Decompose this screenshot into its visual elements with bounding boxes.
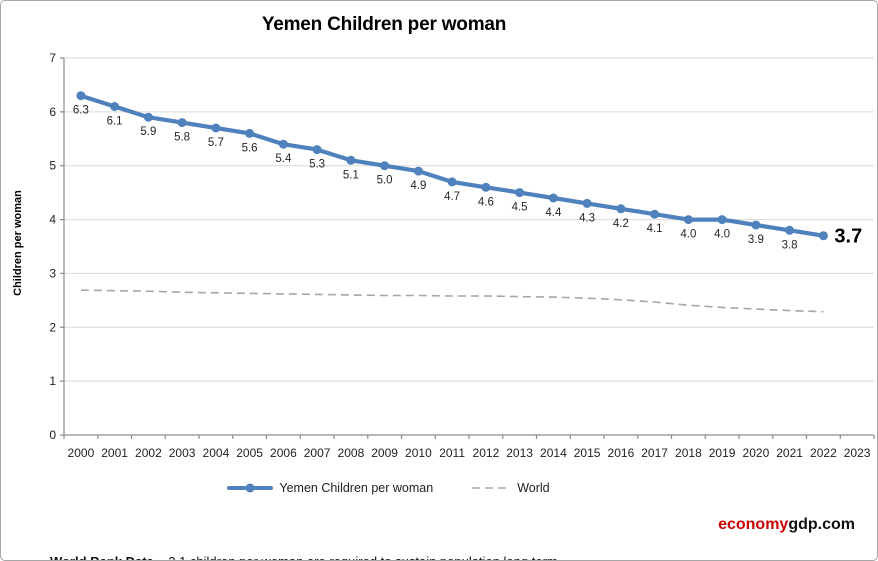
svg-text:2001: 2001	[101, 446, 128, 460]
svg-text:7: 7	[49, 51, 56, 65]
svg-text:2021: 2021	[776, 446, 803, 460]
svg-text:1: 1	[49, 374, 56, 388]
source-note: World Bank Data. 2.1 children per woman …	[50, 512, 561, 560]
svg-text:2007: 2007	[304, 446, 331, 460]
svg-text:2: 2	[49, 320, 56, 334]
svg-text:5: 5	[49, 159, 56, 173]
legend-label-yemen: Yemen Children per woman	[279, 481, 434, 495]
svg-text:2016: 2016	[608, 446, 635, 460]
branding-dark-part: gdp.com	[788, 516, 855, 533]
svg-text:5.7: 5.7	[208, 137, 224, 149]
world-dashed-line-icon	[472, 487, 511, 489]
svg-text:4.1: 4.1	[647, 223, 663, 235]
svg-text:5.1: 5.1	[343, 169, 359, 181]
svg-text:2013: 2013	[506, 446, 533, 460]
source-bold: World Bank Data.	[50, 554, 157, 560]
svg-text:0: 0	[49, 428, 56, 442]
svg-text:4.9: 4.9	[410, 180, 426, 192]
svg-text:2019: 2019	[709, 446, 736, 460]
svg-text:2018: 2018	[675, 446, 702, 460]
svg-text:3.9: 3.9	[748, 234, 764, 246]
plot-area: 6.3 6.1 5.9 5.8 5.7 5.6 5.4 5.3 5.1 5.0 4.9 4.7 4.6 4…	[49, 51, 875, 460]
svg-text:3.7: 3.7	[834, 226, 862, 248]
svg-text:2005: 2005	[236, 446, 263, 460]
svg-text:2017: 2017	[641, 446, 668, 460]
svg-text:2002: 2002	[135, 446, 162, 460]
svg-text:6.3: 6.3	[73, 105, 89, 117]
svg-text:4.7: 4.7	[444, 191, 460, 203]
legend-item-world: World	[471, 481, 550, 495]
svg-text:2012: 2012	[473, 446, 500, 460]
svg-text:4.2: 4.2	[613, 218, 629, 230]
svg-text:6.1: 6.1	[107, 116, 123, 128]
svg-text:4.0: 4.0	[714, 229, 730, 241]
svg-text:4.0: 4.0	[680, 229, 696, 241]
svg-text:2006: 2006	[270, 446, 297, 460]
svg-text:5.9: 5.9	[140, 126, 156, 138]
svg-text:2008: 2008	[338, 446, 365, 460]
svg-text:2011: 2011	[439, 446, 465, 460]
source-note-line1: World Bank Data. 2.1 children per woman …	[50, 552, 561, 560]
svg-text:3.8: 3.8	[782, 239, 798, 251]
svg-text:2015: 2015	[574, 446, 601, 460]
svg-text:4.5: 4.5	[512, 202, 528, 214]
svg-text:2010: 2010	[405, 446, 432, 460]
branding-red-part: economy	[718, 516, 789, 533]
svg-text:2023: 2023	[844, 446, 871, 460]
svg-text:2022: 2022	[810, 446, 837, 460]
svg-text:6: 6	[49, 105, 56, 119]
legend: Yemen Children per woman World	[1, 478, 776, 498]
svg-text:3: 3	[49, 266, 56, 280]
svg-text:2020: 2020	[743, 446, 770, 460]
svg-text:5.3: 5.3	[309, 159, 325, 171]
legend-item-yemen: Yemen Children per woman	[227, 481, 433, 495]
svg-text:2004: 2004	[203, 446, 230, 460]
svg-text:5.6: 5.6	[242, 142, 258, 154]
legend-label-world: World	[517, 481, 550, 495]
svg-text:4: 4	[49, 213, 56, 227]
svg-text:5.0: 5.0	[377, 175, 393, 187]
svg-text:2003: 2003	[169, 446, 196, 460]
svg-text:4.3: 4.3	[579, 212, 595, 224]
svg-text:2000: 2000	[68, 446, 95, 460]
svg-text:4.4: 4.4	[545, 207, 562, 219]
svg-text:2014: 2014	[540, 446, 567, 460]
svg-text:5.8: 5.8	[174, 132, 190, 144]
yemen-line-marker-icon	[227, 483, 274, 493]
site-branding: economygdp.com	[718, 516, 855, 534]
svg-text:4.6: 4.6	[478, 196, 494, 208]
svg-text:2009: 2009	[371, 446, 398, 460]
svg-text:5.4: 5.4	[275, 153, 292, 165]
chart-title: Yemen Children per woman	[261, 14, 507, 35]
